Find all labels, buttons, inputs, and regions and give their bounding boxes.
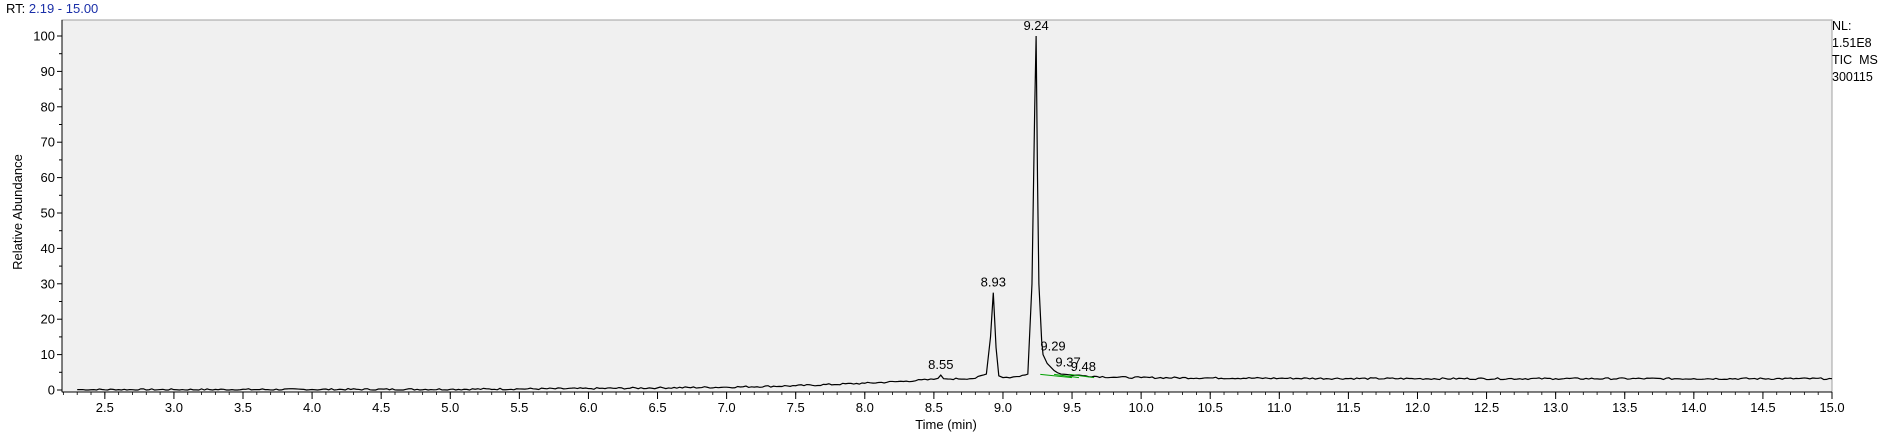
x-tick-label: 7.5 [787, 400, 805, 415]
y-tick-label: 20 [41, 312, 55, 327]
rt-range-label: RT: 2.19 - 15.00 [6, 1, 98, 16]
y-tick-label: 70 [41, 135, 55, 150]
x-tick-label: 14.5 [1750, 400, 1775, 415]
x-tick-label: 10.0 [1128, 400, 1153, 415]
x-tick-label: 9.0 [994, 400, 1012, 415]
x-axis-label: Time (min) [915, 417, 977, 432]
x-tick-label: 11.0 [1267, 400, 1291, 415]
x-tick-label: 13.0 [1543, 400, 1568, 415]
plot-area [61, 19, 1833, 393]
x-tick-label: 5.0 [441, 400, 459, 415]
tic-trace [77, 35, 1833, 391]
axes: 0 10 20 30 40 50 60 70 80 90 100 2.5 3.0 3.5 4.0 4.5 5.0… [33, 20, 1845, 415]
x-tick-label: 8.5 [925, 400, 943, 415]
x-tick-label: 10.5 [1198, 400, 1223, 415]
y-tick-label: 100 [33, 29, 55, 44]
rt-range-value: 2.19 - 15.00 [28, 1, 99, 16]
x-tick-label: 13.5 [1612, 400, 1637, 415]
baseline-marker [1069, 373, 1095, 379]
x-tick-label: 11.5 [1336, 400, 1360, 415]
x-tick-label: 3.0 [165, 400, 183, 415]
peak-label: 9.29 [1040, 339, 1065, 354]
y-tick-label: 0 [48, 383, 55, 398]
x-tick-label: 4.0 [303, 400, 321, 415]
sample-name: 300115 [1832, 70, 1873, 84]
x-tick-label: 6.0 [579, 400, 597, 415]
peak-label: 9.24 [1023, 18, 1048, 33]
baseline-marker [1040, 373, 1073, 379]
nl-label: NL: [1832, 19, 1852, 33]
peak-label: 8.93 [981, 275, 1006, 290]
x-tick-label: 3.5 [234, 400, 252, 415]
rt-prefix: RT: [6, 1, 26, 16]
scan-type: TIC MS [1832, 53, 1878, 67]
y-tick-label: 60 [41, 170, 55, 185]
y-tick-label: 80 [41, 99, 55, 114]
baseline-marker [1054, 373, 1080, 379]
y-tick-label: 50 [41, 206, 55, 221]
nl-value: 1.51E8 [1832, 36, 1872, 50]
x-tick-label: 12.0 [1405, 400, 1430, 415]
y-axis-label: Relative Abundance [10, 154, 25, 270]
x-tick-label: 4.5 [372, 400, 390, 415]
x-tick-label: 8.0 [856, 400, 874, 415]
y-tick-label: 90 [41, 64, 55, 79]
x-tick-label: 2.5 [96, 400, 114, 415]
y-tick-label: 10 [41, 347, 55, 362]
x-tick-label: 7.0 [718, 400, 736, 415]
x-tick-label: 5.5 [510, 400, 528, 415]
peak-label: 9.48 [1071, 359, 1096, 374]
peak-label: 8.55 [928, 357, 953, 372]
x-tick-label: 6.5 [648, 400, 666, 415]
normalization-info: NL: 1.51E8 TIC MS 300115 [1832, 18, 1878, 86]
x-tick-label: 12.5 [1474, 400, 1499, 415]
y-tick-label: 30 [41, 276, 55, 291]
x-tick-label: 14.0 [1681, 400, 1706, 415]
x-tick-label: 9.5 [1063, 400, 1081, 415]
x-tick-label: 15.0 [1819, 400, 1844, 415]
y-tick-label: 40 [41, 241, 55, 256]
chart-marks: 8.55 8.93 9.24 9.299.379.48 [77, 18, 1833, 391]
peak-label: 9.37 [1055, 355, 1080, 370]
